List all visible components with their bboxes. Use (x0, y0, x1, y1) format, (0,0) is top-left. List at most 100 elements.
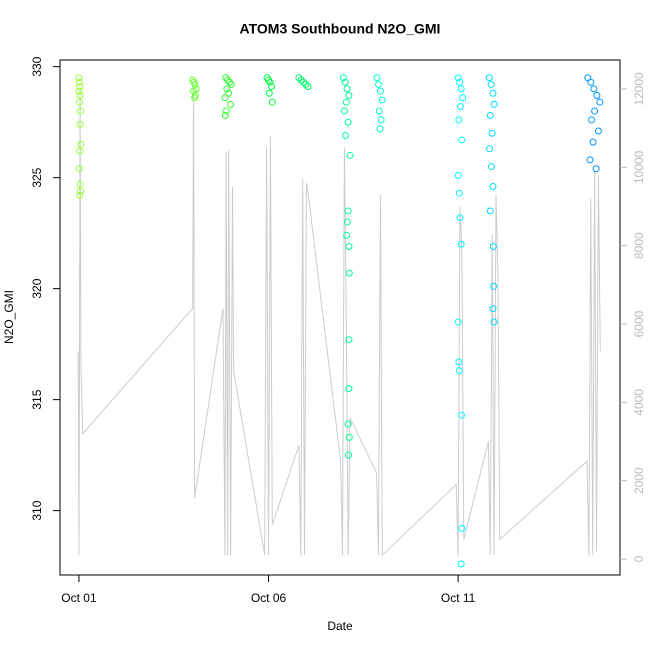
point (377, 116, 385, 124)
point (489, 89, 497, 97)
point (191, 94, 199, 102)
point (375, 107, 383, 115)
point (227, 100, 235, 108)
point (223, 85, 231, 93)
point (302, 80, 310, 88)
point (265, 89, 273, 97)
y-tick-label: 330 (30, 56, 44, 76)
point (490, 100, 498, 108)
point (295, 74, 303, 82)
point (344, 420, 352, 428)
point (454, 74, 462, 82)
x-axis-label: Date (327, 619, 353, 633)
x-tick-label: Oct 11 (441, 591, 476, 605)
y-tick-label: 310 (30, 500, 44, 520)
point (75, 78, 83, 86)
point (75, 165, 83, 173)
point (76, 83, 84, 91)
point (592, 165, 600, 173)
point (459, 94, 467, 102)
point (76, 98, 84, 106)
point (376, 87, 384, 95)
point (487, 163, 495, 171)
plot-frame (59, 59, 621, 576)
point (454, 318, 462, 326)
point (589, 138, 597, 146)
point (221, 111, 229, 119)
point (586, 156, 594, 164)
y2-tick-label: 8000 (632, 232, 646, 259)
point (340, 107, 348, 115)
point (191, 80, 199, 88)
y2-tick-label: 2000 (632, 467, 646, 494)
point (341, 78, 349, 86)
point (593, 92, 601, 100)
y2-tick-label: 12000 (632, 72, 646, 106)
point (454, 171, 462, 179)
point (345, 242, 353, 250)
point (345, 433, 353, 441)
point (587, 78, 595, 86)
point (457, 85, 465, 93)
point (588, 116, 596, 124)
point (490, 282, 498, 290)
point (455, 116, 463, 124)
point (342, 98, 350, 106)
point (344, 207, 352, 215)
point (266, 78, 274, 86)
point (344, 118, 352, 126)
point (76, 92, 84, 100)
point (345, 269, 353, 277)
point (76, 120, 84, 128)
y2-tick-label: 0 (632, 555, 646, 562)
point (485, 74, 493, 82)
point (345, 336, 353, 344)
point (75, 87, 83, 95)
point (76, 191, 84, 199)
point (304, 83, 312, 91)
point (343, 231, 351, 239)
y-tick-label: 320 (30, 278, 44, 298)
altitude-line (77, 88, 601, 557)
y2-tick-label: 6000 (632, 310, 646, 337)
point (458, 411, 466, 419)
point (455, 358, 463, 366)
point (339, 74, 347, 82)
point (456, 214, 464, 222)
point (591, 107, 599, 115)
y-tick-label: 315 (30, 389, 44, 409)
y2-tick-label: 10000 (632, 150, 646, 184)
y2-tick-label: 4000 (632, 389, 646, 416)
point (76, 180, 84, 188)
point (227, 80, 235, 88)
point (373, 74, 381, 82)
point (374, 80, 382, 88)
point (489, 305, 497, 313)
point (225, 78, 233, 86)
point (343, 218, 351, 226)
point (222, 74, 230, 82)
point (345, 385, 353, 393)
point (487, 80, 495, 88)
point (346, 151, 354, 159)
point (299, 78, 307, 86)
point (345, 92, 353, 100)
point (224, 76, 232, 84)
point (345, 451, 353, 459)
y-axis-label: N2O_GMI (2, 290, 16, 344)
x-tick-label: Oct 01 (61, 591, 97, 605)
point (222, 107, 230, 115)
point (77, 140, 85, 148)
point (376, 125, 384, 133)
point (76, 187, 84, 195)
y-tick-label: 325 (30, 167, 44, 187)
point (221, 94, 229, 102)
point (488, 129, 496, 137)
point (458, 524, 466, 532)
point (455, 367, 463, 375)
point (590, 85, 598, 93)
point (75, 74, 83, 82)
x-tick-label: Oct 06 (251, 591, 287, 605)
point (486, 145, 494, 153)
